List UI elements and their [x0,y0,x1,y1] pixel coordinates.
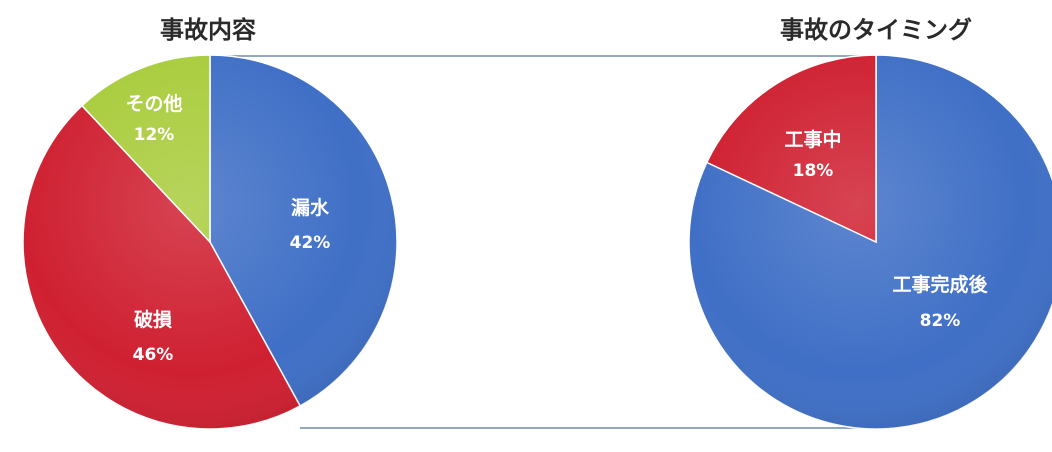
slice-value-leak: 42% [290,233,331,253]
slice-value-damage: 46% [133,345,174,365]
chart-title-accident-timing: 事故のタイミング [780,16,972,44]
slice-label-after-completion: 工事完成後 [892,273,988,296]
slice-label-during-construction: 工事中 [784,128,841,151]
slice-value-after-completion: 82% [920,311,961,331]
pie-accident-timing [688,54,1052,430]
slice-label-damage: 破損 [134,309,173,331]
slice-value-during-construction: 18% [793,161,834,181]
chart-title-accident-content: 事故内容 [160,16,256,44]
slice-label-leak: 漏水 [291,197,330,219]
slice-label-other: その他 [125,92,182,115]
pie-accident-content [22,54,398,430]
slice-value-other: 12% [134,125,175,145]
